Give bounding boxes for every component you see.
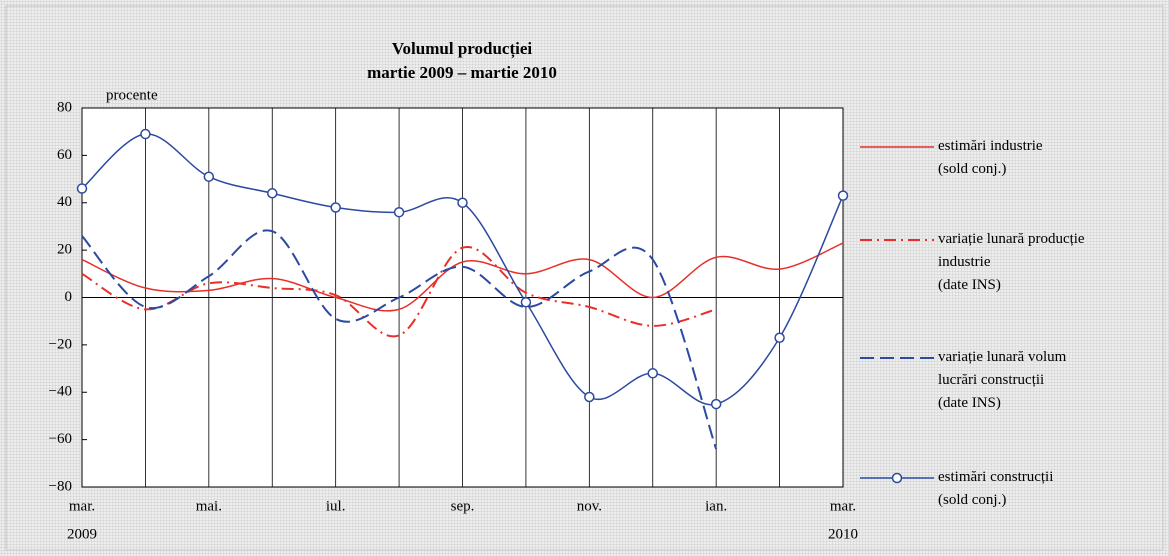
- chart-title: Volumul producției: [392, 39, 533, 59]
- x-tick-label: nov.: [577, 498, 602, 514]
- marker: [76, 183, 88, 194]
- marker: [647, 368, 658, 379]
- plot-border: [81, 107, 844, 488]
- x-tick-label: iul.: [326, 498, 346, 514]
- marker: [520, 296, 532, 308]
- y-tick-label: 40: [57, 194, 72, 210]
- x-tick-label: mar.: [69, 498, 95, 514]
- marker: [393, 206, 405, 218]
- y-unit: procente: [106, 87, 158, 103]
- marker: [140, 128, 151, 140]
- y-tick-label: 0: [65, 289, 73, 305]
- marker: [203, 171, 215, 182]
- chart-subtitle: martie 2009 – martie 2010: [367, 63, 557, 82]
- y-tick-label: −20: [49, 336, 72, 352]
- series-line: [81, 242, 844, 312]
- marker: [837, 190, 849, 201]
- x-year-label: 2009: [67, 526, 97, 542]
- x-tick-label: sep.: [451, 498, 475, 514]
- y-tick-label: 80: [57, 99, 72, 115]
- marker: [584, 391, 595, 403]
- legend-label: estimări industrie (sold conj.): [938, 138, 1043, 177]
- y-tick-label: −80: [49, 478, 72, 494]
- marker: [774, 332, 785, 344]
- legend-label: variație lunară producție industrie (dat…: [938, 231, 1085, 293]
- x-tick-label: mai.: [196, 498, 222, 514]
- x-year-label: 2010: [828, 526, 858, 542]
- series-line: [81, 246, 717, 338]
- frame: [5, 5, 1164, 551]
- y-tick-label: −60: [49, 431, 72, 447]
- legend-label: variație lunară volum lucrări construcți…: [938, 349, 1067, 411]
- marker: [710, 398, 722, 410]
- series-line: [81, 229, 718, 450]
- legend-label: estimări construcții (sold conj.): [938, 469, 1054, 508]
- marker: [457, 197, 468, 208]
- marker: [330, 202, 341, 213]
- y-tick-label: 60: [57, 147, 72, 163]
- x-tick-label: ian.: [705, 498, 727, 514]
- y-tick-label: −40: [49, 384, 72, 400]
- y-tick-label: 20: [57, 242, 72, 258]
- legend-marker: [891, 472, 903, 484]
- x-tick-label: mar.: [830, 498, 856, 514]
- marker: [267, 188, 278, 199]
